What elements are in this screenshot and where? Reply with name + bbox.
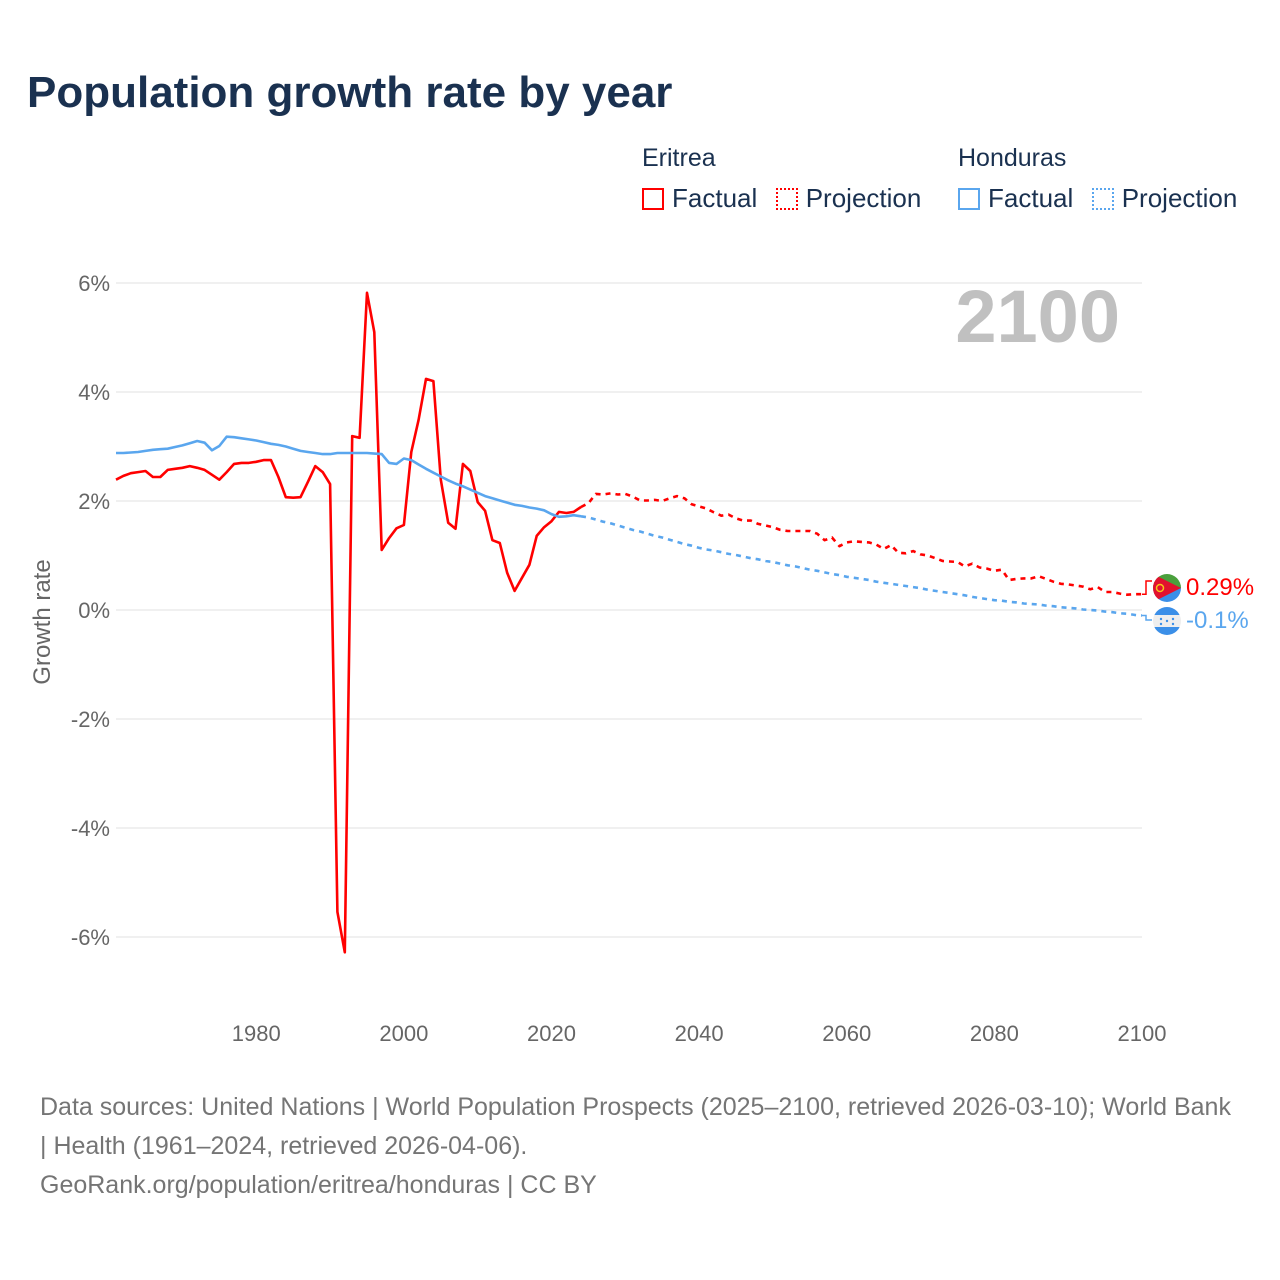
legend-honduras-factual[interactable]: Factual: [958, 183, 1073, 214]
honduras-factual-line: [116, 435, 582, 519]
y-tick-label: -2%: [71, 707, 110, 732]
x-tick-label: 2060: [822, 1021, 871, 1046]
x-tick-label: 2020: [527, 1021, 576, 1046]
year-display: 2100: [955, 275, 1120, 358]
y-axis-label: Growth rate: [29, 559, 56, 684]
y-tick-label: 0%: [78, 598, 110, 623]
dotted-swatch-icon: [775, 187, 798, 210]
y-tick-label: -6%: [71, 925, 110, 950]
honduras-projection-line: [580, 515, 1143, 617]
legend-honduras: Honduras Factual Projection: [958, 144, 1251, 215]
honduras-flag-icon: [1153, 607, 1181, 635]
footer: Data sources: United Nations | World Pop…: [40, 1088, 1240, 1205]
page-title: Population growth rate by year: [27, 68, 673, 117]
x-tick-label: 2100: [1118, 1021, 1167, 1046]
y-tick-label: -4%: [71, 816, 110, 841]
legend-label: Factual: [988, 183, 1074, 213]
dotted-swatch-icon: [1091, 187, 1114, 210]
honduras-label-connector: [1142, 614, 1152, 621]
legend-group-name: Eritrea: [642, 144, 716, 172]
legend-honduras-projection[interactable]: Projection: [1091, 183, 1238, 214]
y-tick-label: 4%: [78, 380, 110, 405]
legend-label: Projection: [1121, 183, 1238, 213]
legend-label: Factual: [672, 183, 758, 213]
legend-eritrea: Eritrea Factual Projection: [642, 144, 935, 215]
legend-group-name: Honduras: [958, 144, 1067, 172]
y-tick-label: 6%: [78, 271, 110, 296]
x-tick-label: 2000: [379, 1021, 428, 1046]
eritrea-end-label: 0.29%: [1186, 574, 1254, 601]
legend-eritrea-factual[interactable]: Factual: [642, 183, 757, 214]
eritrea-projection-line: [580, 492, 1142, 596]
legend-eritrea-projection[interactable]: Projection: [775, 183, 922, 214]
y-tick-label: 2%: [78, 489, 110, 514]
eritrea-flag-icon: [1153, 574, 1181, 602]
x-tick-label: 2040: [675, 1021, 724, 1046]
honduras-end-label: -0.1%: [1186, 607, 1249, 634]
credit-link[interactable]: GeoRank.org/population/eritrea/honduras …: [40, 1171, 597, 1199]
x-tick-label: 2080: [970, 1021, 1019, 1046]
data-sources: Data sources: United Nations | World Pop…: [40, 1093, 1231, 1160]
solid-swatch-icon: [642, 187, 664, 210]
eritrea-label-connector: [1142, 580, 1152, 595]
solid-swatch-icon: [958, 187, 980, 210]
x-tick-label: 1980: [232, 1021, 281, 1046]
eritrea-factual-line: [115, 291, 582, 954]
legend-label: Projection: [805, 183, 922, 213]
